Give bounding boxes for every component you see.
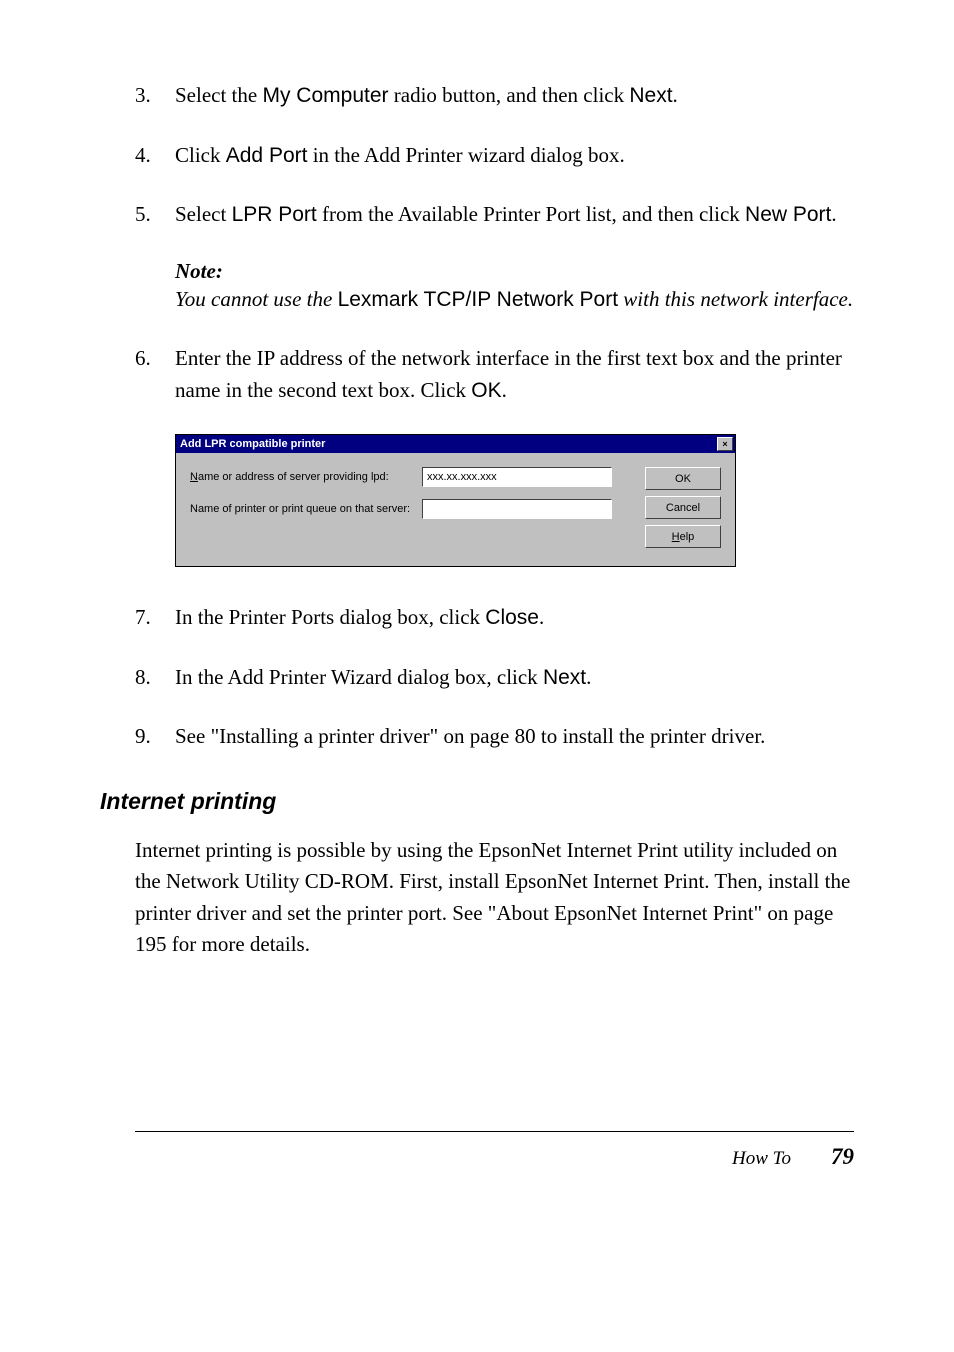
input-value: xxx.xx.xxx.xxx	[427, 471, 497, 483]
dialog-body: Name or address of server providing lpd:…	[176, 453, 735, 566]
note-block: Note: You cannot use the Lexmark TCP/IP …	[175, 259, 854, 316]
step-number: 8.	[135, 662, 175, 694]
ok-button[interactable]: OK	[645, 467, 721, 490]
text: .	[586, 665, 591, 689]
note-body: You cannot use the Lexmark TCP/IP Networ…	[175, 284, 854, 316]
step-number: 4.	[135, 140, 175, 172]
step-number: 6.	[135, 343, 175, 406]
close-button[interactable]: ×	[717, 437, 733, 451]
mnemonic: N	[190, 471, 198, 483]
label-text: ame or address of server providing lpd:	[198, 471, 389, 483]
step-text: Enter the IP address of the network inte…	[175, 343, 854, 406]
text: with this network interface.	[618, 287, 853, 311]
text: .	[673, 83, 678, 107]
text: Click	[175, 143, 226, 167]
text: .	[539, 605, 544, 629]
step-number: 9.	[135, 721, 175, 753]
step-text: In the Printer Ports dialog box, click C…	[175, 602, 854, 634]
button-label: Cancel	[666, 502, 700, 514]
ui-term-new-port: New Port	[745, 203, 831, 226]
mnemonic: H	[672, 531, 680, 543]
ui-term-ok: OK	[471, 379, 501, 402]
step-text: Click Add Port in the Add Printer wizard…	[175, 140, 854, 172]
ui-term-close: Close	[485, 606, 539, 629]
input-queue-name[interactable]	[422, 499, 612, 519]
text: from the Available Printer Port list, an…	[317, 202, 745, 226]
step-4: 4. Click Add Port in the Add Printer wiz…	[135, 140, 854, 172]
step-number: 7.	[135, 602, 175, 634]
help-button[interactable]: Help	[645, 525, 721, 548]
section-heading-internet-printing: Internet printing	[100, 788, 854, 815]
label-queue-name: Name of printer or print queue on that s…	[190, 503, 422, 515]
text: In the Add Printer Wizard dialog box, cl…	[175, 665, 543, 689]
step-9: 9. See "Installing a printer driver" on …	[135, 721, 854, 753]
button-label: OK	[675, 473, 691, 485]
dialog-titlebar: Add LPR compatible printer ×	[176, 435, 735, 453]
ui-term-lexmark-port: Lexmark TCP/IP Network Port	[338, 288, 618, 311]
text: .	[502, 378, 507, 402]
ui-term-add-port: Add Port	[226, 144, 308, 167]
text: In the Printer Ports dialog box, click	[175, 605, 485, 629]
footer-title: How To	[732, 1148, 791, 1170]
label-server-name: Name or address of server providing lpd:	[190, 471, 422, 483]
step-text: Select LPR Port from the Available Print…	[175, 199, 854, 231]
step-7: 7. In the Printer Ports dialog box, clic…	[135, 602, 854, 634]
step-6: 6. Enter the IP address of the network i…	[135, 343, 854, 406]
text: You cannot use the	[175, 287, 338, 311]
close-icon: ×	[722, 440, 727, 449]
cancel-button[interactable]: Cancel	[645, 496, 721, 519]
step-8: 8. In the Add Printer Wizard dialog box,…	[135, 662, 854, 694]
document-page: 3. Select the My Computer radio button, …	[0, 0, 954, 1200]
step-number: 3.	[135, 80, 175, 112]
step-3: 3. Select the My Computer radio button, …	[135, 80, 854, 112]
step-text: See "Installing a printer driver" on pag…	[175, 721, 854, 753]
step-5: 5. Select LPR Port from the Available Pr…	[135, 199, 854, 231]
step-text: Select the My Computer radio button, and…	[175, 80, 854, 112]
text: in the Add Printer wizard dialog box.	[307, 143, 624, 167]
button-label: elp	[680, 531, 695, 543]
section-paragraph: Internet printing is possible by using t…	[135, 835, 854, 961]
footer-page-number: 79	[831, 1144, 854, 1170]
ui-term-next: Next	[543, 666, 586, 689]
input-server-name[interactable]: xxx.xx.xxx.xxx	[422, 467, 612, 487]
text: Select	[175, 202, 232, 226]
dialog-form: Name or address of server providing lpd:…	[190, 467, 633, 548]
step-text: In the Add Printer Wizard dialog box, cl…	[175, 662, 854, 694]
ui-term-lpr-port: LPR Port	[232, 203, 317, 226]
ui-term-my-computer: My Computer	[262, 84, 388, 107]
text: Select the	[175, 83, 262, 107]
form-row-queue: Name of printer or print queue on that s…	[190, 499, 633, 519]
form-row-server: Name or address of server providing lpd:…	[190, 467, 633, 487]
note-label: Note:	[175, 259, 854, 284]
dialog-title: Add LPR compatible printer	[180, 438, 325, 450]
text: .	[831, 202, 836, 226]
step-number: 5.	[135, 199, 175, 231]
text: Enter the IP address of the network inte…	[175, 346, 842, 402]
ui-term-next: Next	[629, 84, 672, 107]
page-footer: How To 79	[135, 1131, 854, 1170]
dialog-buttons: OK Cancel Help	[633, 467, 721, 548]
text: radio button, and then click	[389, 83, 630, 107]
add-lpr-dialog: Add LPR compatible printer × Name or add…	[175, 434, 736, 567]
